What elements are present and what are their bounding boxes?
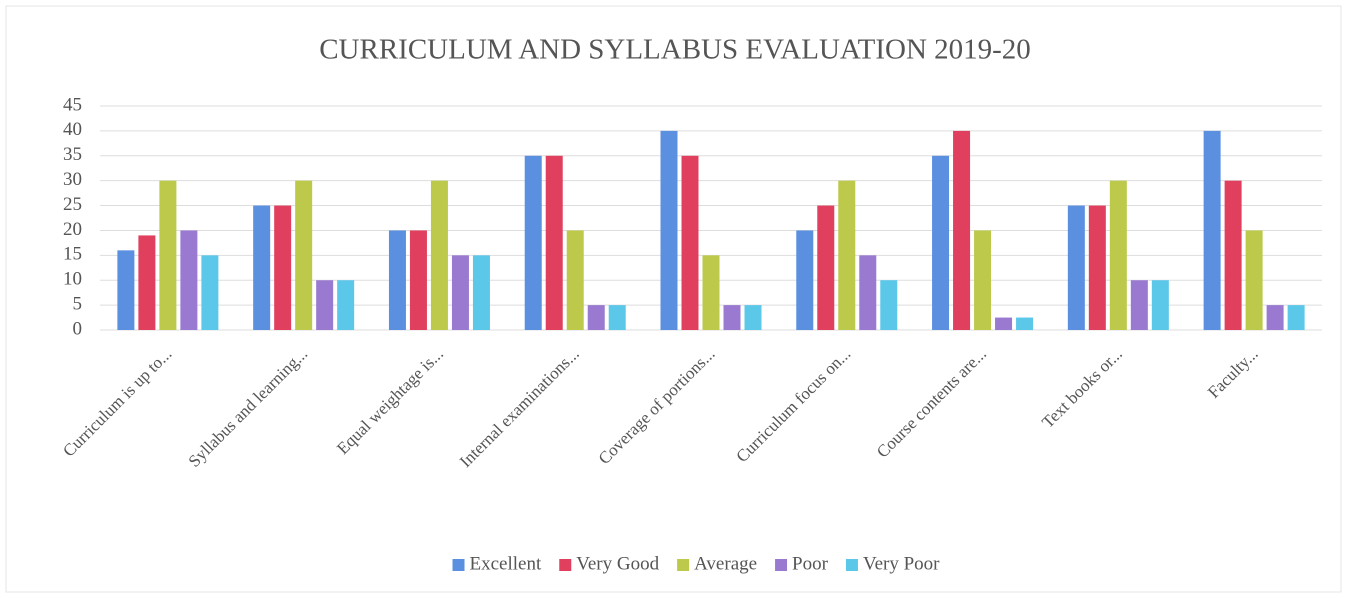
y-tick-label: 20: [63, 219, 82, 240]
legend-label: Excellent: [470, 553, 542, 574]
bar: [681, 155, 699, 330]
bar: [253, 205, 271, 330]
bar: [796, 230, 814, 330]
bar: [524, 155, 542, 330]
bar: [974, 230, 992, 330]
bar: [274, 205, 292, 330]
bar: [472, 255, 490, 330]
bar: [608, 305, 626, 330]
bar: [201, 255, 219, 330]
legend-swatch: [677, 559, 690, 571]
y-tick-label: 15: [63, 244, 82, 265]
bar: [859, 255, 877, 330]
bar: [430, 180, 448, 330]
x-tick-label: Syllabus and learning...: [185, 344, 312, 471]
legend-swatch: [775, 559, 788, 571]
bar: [995, 317, 1013, 330]
legend-label: Average: [694, 553, 757, 574]
legend-swatch: [845, 559, 858, 571]
bar: [138, 235, 156, 330]
bar: [117, 250, 135, 330]
bar: [1088, 205, 1106, 330]
bar: [880, 280, 898, 330]
bar: [1016, 317, 1034, 330]
chart-border: [5, 5, 1342, 593]
legend-swatch: [559, 559, 572, 571]
bar: [1130, 280, 1148, 330]
x-tick-label: Coverage of portions...: [595, 344, 719, 468]
y-tick-label: 40: [63, 119, 82, 140]
x-tick-label: Course contents are...: [873, 344, 990, 461]
legend: Excellent Very Good Average Poor Very Poor: [452, 553, 940, 574]
bar: [838, 180, 856, 330]
y-tick-label: 45: [63, 94, 82, 115]
y-tick-label: 10: [63, 269, 82, 290]
bar: [545, 155, 563, 330]
bar: [744, 305, 762, 330]
legend-label: Poor: [792, 553, 829, 574]
bar: [295, 180, 313, 330]
bar: [409, 230, 427, 330]
bar: [587, 305, 605, 330]
bar: [316, 280, 334, 330]
x-tick-label: Curriculum focus on...: [732, 344, 854, 466]
x-tick-label: Internal examinations...: [456, 344, 583, 471]
bar: [723, 305, 741, 330]
bar: [702, 255, 720, 330]
bar: [1203, 130, 1221, 330]
y-tick-label: 0: [73, 318, 83, 339]
chart-title: CURRICULUM AND SYLLABUS EVALUATION 2019-…: [319, 34, 1031, 66]
bar: [388, 230, 406, 330]
bar: [1109, 180, 1127, 330]
bar: [1287, 305, 1305, 330]
bar: [337, 280, 355, 330]
legend-swatch: [452, 559, 465, 571]
bar: [932, 155, 950, 330]
y-tick-label: 30: [63, 169, 82, 190]
bar: [1266, 305, 1284, 330]
bar: [817, 205, 835, 330]
x-tick-label: Faculty...: [1204, 344, 1262, 402]
legend-label: Very Good: [576, 553, 659, 574]
bar: [451, 255, 469, 330]
bar: [566, 230, 584, 330]
y-tick-label: 35: [63, 144, 82, 165]
y-tick-label: 25: [63, 194, 82, 215]
bar: [1067, 205, 1085, 330]
bar: [180, 230, 198, 330]
y-tick-label: 5: [73, 293, 83, 314]
bar: [1224, 180, 1242, 330]
x-tick-label: Curriculum is up to...: [59, 344, 175, 460]
bar: [660, 130, 678, 330]
bar: [953, 130, 971, 330]
x-tick-label: Equal weightage is...: [333, 344, 447, 458]
bar: [1151, 280, 1169, 330]
x-tick-label: Text books or...: [1038, 344, 1126, 432]
bar: [1245, 230, 1263, 330]
legend-label: Very Poor: [863, 553, 940, 574]
bar: [159, 180, 177, 330]
